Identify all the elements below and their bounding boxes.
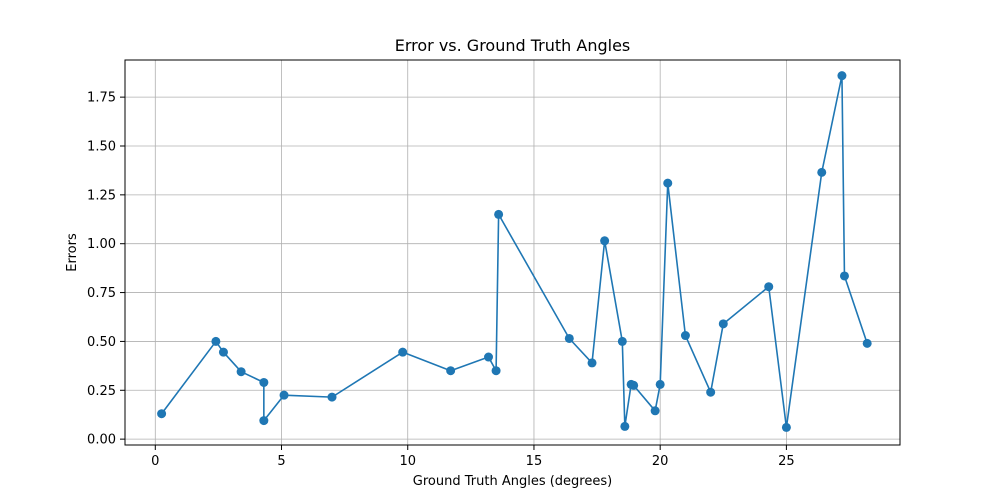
plot-frame: [124, 59, 901, 446]
data-point: [629, 380, 639, 390]
data-point: [620, 421, 630, 431]
x-tick-label: 0: [151, 454, 159, 469]
data-point: [837, 71, 847, 81]
y-axis: 0.00 0.25 0.50 0.75 1.00 1.25 1.50 1.75: [87, 91, 125, 448]
y-tick-label: 1.50: [87, 139, 116, 154]
data-point: [491, 366, 501, 376]
y-tick-label: 0.50: [87, 335, 116, 350]
series-line: [160, 74, 868, 429]
data-point: [680, 331, 690, 341]
data-point: [862, 338, 872, 348]
y-tick-label: 0.25: [87, 384, 116, 399]
data-point: [817, 167, 827, 177]
data-point: [781, 422, 791, 432]
x-tick-label: 25: [778, 454, 795, 469]
data-point: [327, 392, 337, 402]
y-tick-label: 1.75: [87, 91, 116, 106]
data-point: [663, 178, 673, 188]
data-point: [617, 336, 627, 346]
y-tick-label: 1.25: [87, 188, 116, 203]
x-axis: 0 5 10 15 20 25: [151, 445, 795, 469]
x-tick-label: 15: [526, 454, 543, 469]
data-point: [718, 319, 728, 329]
data-point: [564, 333, 574, 343]
data-point: [600, 236, 610, 246]
data-point: [218, 347, 228, 357]
y-tick-label: 0.75: [87, 286, 116, 301]
data-point: [764, 282, 774, 292]
data-point: [484, 352, 494, 362]
grid-lines: [125, 60, 900, 445]
data-point: [259, 416, 269, 426]
data-point: [446, 366, 456, 376]
x-tick-label: 10: [399, 454, 416, 469]
data-point: [706, 387, 716, 397]
y-tick-label: 1.00: [87, 237, 116, 252]
data-point: [655, 379, 665, 389]
x-tick-label: 20: [652, 454, 669, 469]
data-point: [494, 209, 504, 219]
data-point: [259, 377, 269, 387]
data-point: [650, 406, 660, 416]
data-point: [398, 347, 408, 357]
data-point: [211, 336, 221, 346]
data-point: [157, 409, 167, 419]
chart-title: Error vs. Ground Truth Angles: [395, 36, 631, 55]
data-point: [279, 390, 289, 400]
y-tick-label: 0.00: [87, 433, 116, 448]
data-point: [587, 358, 597, 368]
x-tick-label: 5: [277, 454, 285, 469]
series-layer: [157, 71, 872, 432]
data-point: [839, 271, 849, 281]
y-axis-label: Errors: [65, 233, 80, 272]
data-point: [236, 367, 246, 377]
x-axis-label: Ground Truth Angles (degrees): [413, 474, 612, 489]
